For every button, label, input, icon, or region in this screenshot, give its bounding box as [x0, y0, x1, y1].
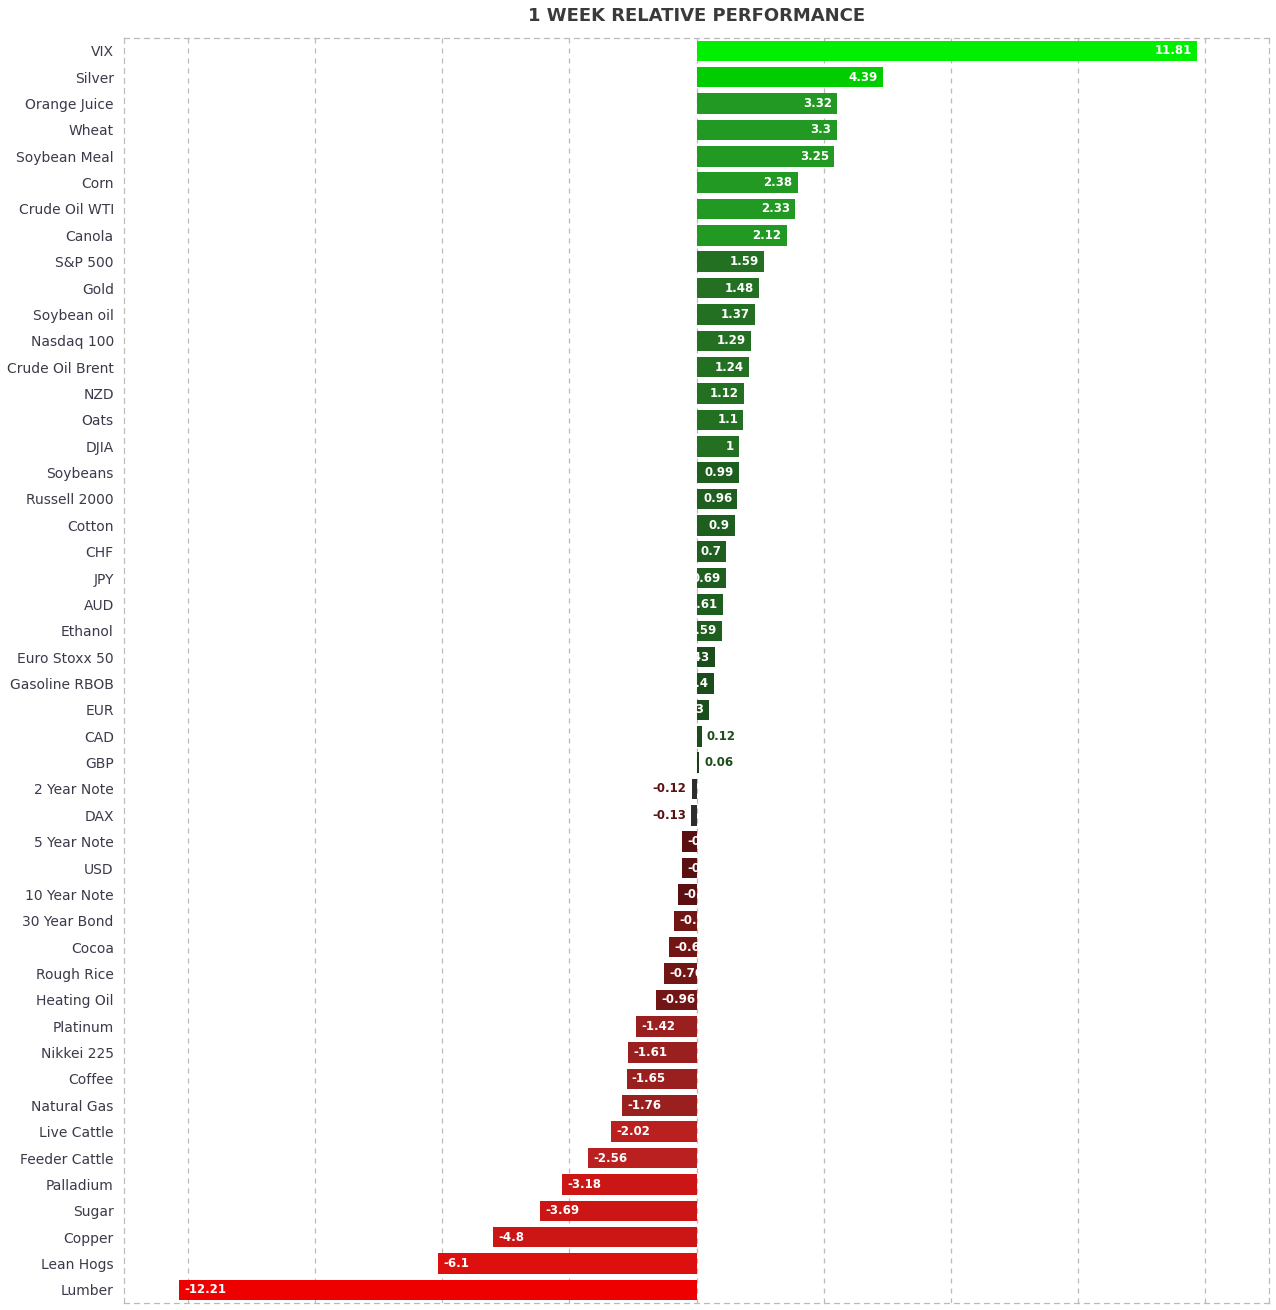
Text: -0.96: -0.96: [661, 993, 695, 1006]
Bar: [669, 937, 697, 958]
Text: -0.12: -0.12: [652, 782, 686, 795]
Bar: [665, 963, 697, 984]
Text: -1.76: -1.76: [627, 1099, 661, 1112]
Bar: [674, 910, 697, 931]
Text: -0.53: -0.53: [679, 914, 713, 927]
Text: 3.32: 3.32: [804, 97, 832, 110]
Bar: [681, 858, 697, 878]
Text: -0.65: -0.65: [674, 941, 708, 954]
Text: -0.35: -0.35: [686, 836, 721, 848]
Text: 0.3: 0.3: [684, 703, 704, 717]
Text: 4.39: 4.39: [849, 71, 878, 84]
Text: 3.25: 3.25: [800, 149, 829, 162]
Text: 3.3: 3.3: [810, 123, 832, 136]
Bar: [697, 119, 837, 140]
Bar: [697, 384, 744, 403]
Bar: [697, 278, 759, 299]
Text: 2.12: 2.12: [753, 229, 781, 242]
Text: 2.33: 2.33: [762, 203, 790, 215]
Bar: [697, 515, 735, 536]
Bar: [697, 67, 883, 88]
Text: 1.12: 1.12: [709, 386, 739, 400]
Text: 0.96: 0.96: [703, 493, 732, 506]
Bar: [697, 436, 739, 456]
Text: 1.24: 1.24: [715, 360, 744, 373]
Text: -1.42: -1.42: [642, 1019, 675, 1032]
Bar: [697, 252, 764, 272]
Text: -0.43: -0.43: [684, 888, 717, 901]
Bar: [697, 304, 754, 325]
Bar: [697, 541, 726, 562]
Bar: [697, 145, 835, 166]
Bar: [493, 1227, 697, 1247]
Text: 1.37: 1.37: [721, 308, 749, 321]
Bar: [438, 1254, 697, 1273]
Bar: [697, 752, 699, 773]
Bar: [637, 1017, 697, 1036]
Text: 0.4: 0.4: [688, 677, 708, 690]
Bar: [627, 1069, 697, 1089]
Text: 1: 1: [726, 440, 734, 453]
Bar: [697, 489, 738, 510]
Bar: [697, 93, 837, 114]
Bar: [697, 621, 722, 641]
Text: -3.18: -3.18: [567, 1178, 601, 1191]
Bar: [697, 356, 749, 377]
Bar: [697, 410, 744, 430]
Bar: [656, 989, 697, 1010]
Text: -0.13: -0.13: [652, 808, 686, 821]
Bar: [621, 1095, 697, 1116]
Text: 1.59: 1.59: [730, 255, 759, 269]
Text: -1.61: -1.61: [633, 1047, 667, 1058]
Bar: [697, 726, 702, 747]
Bar: [588, 1148, 697, 1169]
Bar: [561, 1174, 697, 1195]
Text: 1.48: 1.48: [725, 282, 754, 295]
Bar: [697, 199, 795, 219]
Text: 0.99: 0.99: [704, 466, 734, 479]
Bar: [692, 778, 697, 799]
Text: -3.69: -3.69: [545, 1204, 579, 1217]
Bar: [697, 700, 709, 721]
Text: -6.1: -6.1: [443, 1258, 470, 1269]
Text: 0.12: 0.12: [707, 730, 736, 743]
Text: 0.9: 0.9: [708, 519, 730, 532]
Text: 2.38: 2.38: [763, 176, 792, 189]
Text: 0.61: 0.61: [688, 597, 717, 610]
Bar: [697, 673, 713, 694]
Bar: [697, 173, 798, 193]
Bar: [540, 1200, 697, 1221]
Bar: [697, 462, 739, 483]
Bar: [611, 1121, 697, 1142]
Bar: [697, 225, 786, 245]
Bar: [179, 1280, 697, 1300]
Text: -1.65: -1.65: [632, 1073, 666, 1086]
Bar: [697, 567, 726, 588]
Bar: [697, 41, 1197, 62]
Bar: [628, 1043, 697, 1062]
Text: -2.02: -2.02: [616, 1125, 649, 1138]
Text: -2.56: -2.56: [593, 1151, 628, 1165]
Bar: [692, 806, 697, 825]
Text: 0.59: 0.59: [688, 625, 717, 637]
Text: 0.7: 0.7: [701, 545, 721, 558]
Text: -0.35: -0.35: [686, 862, 721, 875]
Title: 1 WEEK RELATIVE PERFORMANCE: 1 WEEK RELATIVE PERFORMANCE: [528, 7, 865, 25]
Bar: [697, 647, 715, 667]
Text: 1.1: 1.1: [717, 414, 739, 426]
Bar: [697, 330, 752, 351]
Text: 0.06: 0.06: [704, 756, 734, 769]
Text: 1.29: 1.29: [717, 334, 746, 347]
Bar: [679, 884, 697, 905]
Text: 0.43: 0.43: [680, 651, 709, 664]
Text: 0.69: 0.69: [692, 571, 721, 584]
Text: 11.81: 11.81: [1155, 45, 1192, 58]
Text: -0.76: -0.76: [670, 967, 703, 980]
Bar: [697, 595, 722, 614]
Bar: [681, 832, 697, 852]
Text: -4.8: -4.8: [498, 1230, 524, 1243]
Text: -12.21: -12.21: [184, 1284, 226, 1297]
